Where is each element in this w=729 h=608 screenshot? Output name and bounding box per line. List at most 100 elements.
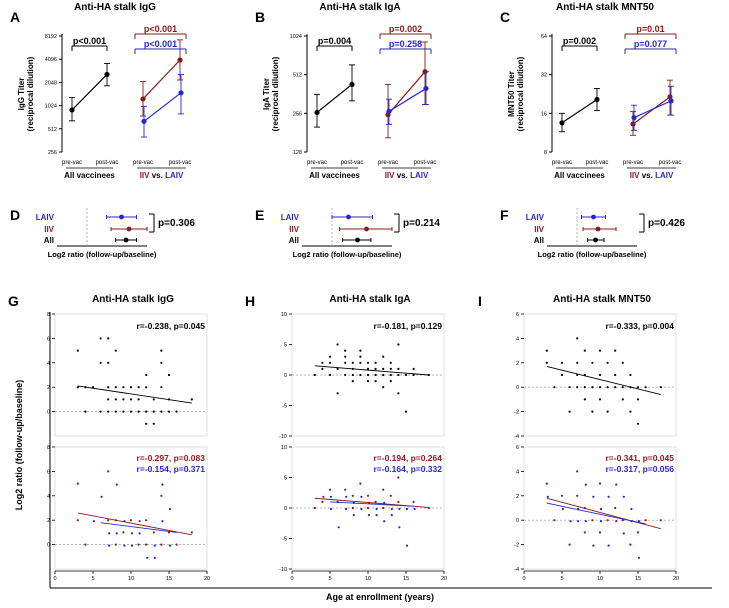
chart-title: Anti-HA stalk IgA	[319, 2, 400, 13]
data-point	[583, 349, 586, 352]
data-point	[389, 380, 392, 383]
data-point-laiv	[615, 483, 618, 486]
data-point-iiv	[606, 519, 609, 522]
data-point	[397, 343, 400, 346]
y-tick-label: 5	[284, 343, 287, 349]
data-point	[344, 349, 347, 352]
data-point-laiv	[360, 495, 363, 498]
data-point	[314, 109, 320, 116]
y-tick-label: 6	[47, 469, 50, 475]
data-point	[621, 386, 624, 389]
y-tick-label: 64	[541, 34, 547, 40]
data-point	[178, 90, 184, 96]
data-point-iiv	[76, 519, 79, 522]
data-point-iiv	[359, 482, 362, 485]
x-tick-label: post-vac	[169, 160, 192, 166]
y-tick-label: -5	[282, 537, 287, 543]
data-point-laiv	[637, 556, 641, 559]
series-line-laiv	[388, 87, 427, 112]
chart-title: Anti-HA stalk IgA	[329, 294, 410, 305]
data-point	[359, 355, 362, 358]
data-point-laiv	[599, 520, 603, 523]
data-point-laiv	[168, 507, 172, 511]
y-tick-label: 256	[293, 111, 302, 117]
data-point	[630, 121, 636, 127]
y-tick-label: 4	[47, 361, 50, 367]
y-tick-label: 0	[47, 410, 50, 416]
panel-letter-f: F	[500, 207, 509, 223]
y-tick-label: -4	[514, 567, 519, 573]
data-point	[560, 373, 564, 377]
data-point-laiv	[622, 532, 625, 535]
group-label-vs: vs.	[639, 171, 655, 180]
data-point-laiv	[360, 507, 363, 511]
group-label-compare: IIV vs. LAIV	[140, 171, 184, 180]
x-tick-label: 10	[597, 576, 603, 582]
data-point	[382, 367, 385, 370]
data-point-iiv	[366, 506, 370, 510]
y-tick-label: 1024	[45, 104, 57, 110]
row-label-iiv: IIV	[534, 225, 544, 234]
y-tick-label: 128	[293, 150, 302, 156]
x-tick-label: 5	[91, 576, 94, 582]
series-line-iiv	[632, 96, 671, 125]
data-point-laiv	[115, 483, 118, 486]
data-point-iiv	[598, 482, 602, 485]
data-point-laiv	[345, 495, 348, 498]
data-point	[606, 410, 609, 413]
row-label-iiv: IIV	[44, 225, 54, 234]
data-point	[560, 361, 564, 364]
data-point-laiv	[375, 507, 378, 511]
data-point-laiv	[607, 544, 610, 547]
data-point	[591, 410, 594, 413]
data-point-iiv	[145, 519, 148, 522]
data-point	[328, 361, 332, 364]
data-point	[404, 410, 408, 413]
group-label-laiv: LAIV	[410, 171, 429, 180]
x-tick-label: post-vac	[586, 160, 609, 166]
x-tick-label: 5	[560, 576, 563, 582]
group-label-all: All vaccinees	[309, 171, 360, 180]
data-point	[175, 410, 178, 413]
chart-title: Anti-HA stalk MNT50	[556, 2, 654, 13]
series-line-laiv	[143, 92, 182, 122]
panel-letter-d: D	[10, 207, 20, 223]
data-point-iiv	[351, 494, 354, 497]
data-point-laiv	[622, 495, 625, 498]
series-line-iiv	[142, 59, 181, 100]
estimate-point	[595, 226, 601, 232]
data-point-laiv	[337, 526, 340, 529]
row-label-iiv: IIV	[289, 225, 299, 234]
row-label-all: All	[534, 236, 544, 245]
data-point-laiv	[630, 507, 633, 511]
y-tick-label: 4	[516, 469, 519, 475]
group-label-compare: IIV vs. LAIV	[630, 171, 674, 180]
data-point	[160, 410, 163, 413]
data-point-iiv	[614, 506, 617, 510]
data-point	[386, 108, 392, 115]
data-point-laiv	[92, 520, 96, 523]
data-point	[568, 410, 571, 413]
data-point	[374, 361, 377, 364]
data-point-iiv	[366, 494, 370, 497]
data-point-laiv	[637, 520, 641, 523]
y-tick-label: 8192	[45, 34, 57, 40]
data-point-iiv	[107, 519, 110, 522]
y-tick-label: 4	[47, 494, 50, 500]
pvalue-label: p=0.214	[403, 218, 440, 229]
y-tick-label: 8	[47, 445, 50, 451]
data-point-iiv	[114, 543, 117, 546]
y-tick-label: 2	[47, 518, 50, 524]
data-point-iiv	[576, 470, 579, 473]
data-point	[553, 386, 556, 389]
y-tick-label: 6	[516, 445, 519, 451]
y-tick-label: 8	[47, 312, 50, 318]
data-point	[107, 337, 110, 340]
data-point-laiv	[607, 495, 610, 498]
data-point-laiv	[405, 544, 409, 547]
data-point	[344, 373, 347, 377]
regression-line-iiv	[546, 497, 661, 530]
data-point-laiv	[168, 544, 172, 547]
data-point	[177, 57, 183, 63]
data-point	[107, 398, 110, 401]
